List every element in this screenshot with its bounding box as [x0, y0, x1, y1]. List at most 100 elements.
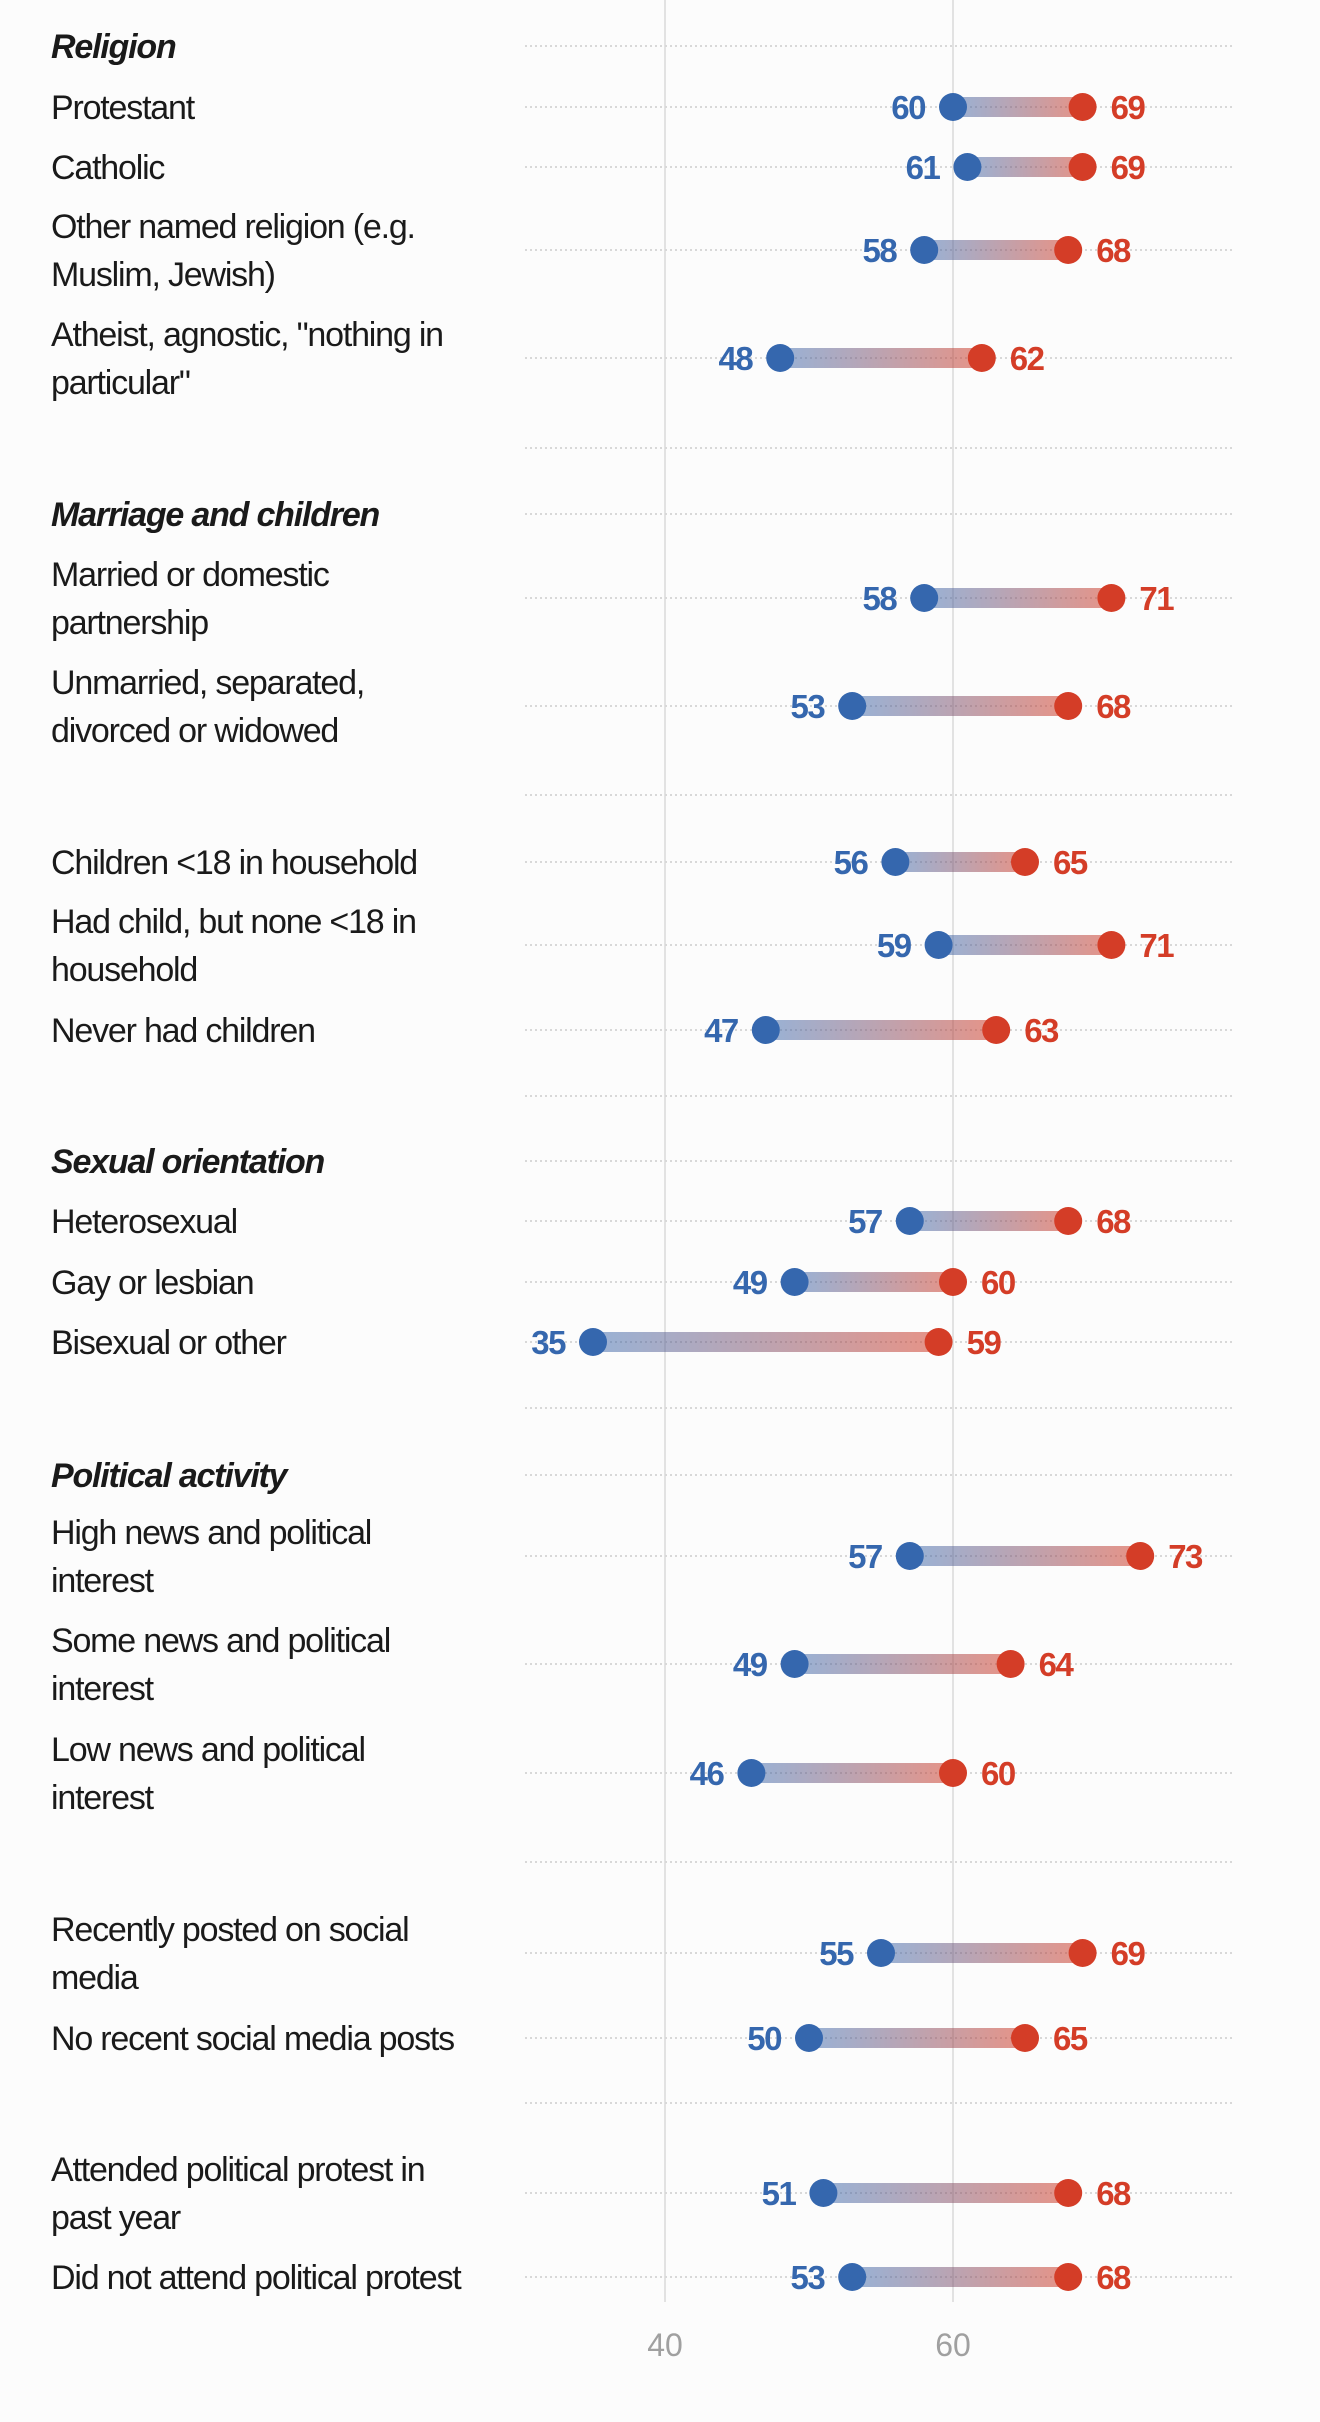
label-line: Low news and political	[51, 1731, 365, 1769]
high-value-label: 68	[1096, 2175, 1131, 2212]
data-row: Protestant 60 69	[51, 89, 1235, 127]
range-bar	[909, 1546, 1141, 1566]
label-line: Political activity	[51, 1457, 290, 1495]
data-row: Catholic 61 69	[51, 149, 1235, 187]
data-row: Low news and political interest 46 60	[51, 1731, 1235, 1817]
low-value-label: 59	[877, 927, 912, 964]
low-value-dot	[881, 848, 910, 876]
group-title: Political activity	[51, 1457, 290, 1495]
high-value-label: 68	[1096, 232, 1131, 269]
low-value-dot	[780, 1650, 809, 1678]
row-label: Did not attend political protest	[51, 2259, 462, 2297]
high-value-label: 64	[1039, 1646, 1075, 1683]
label-line: household	[51, 951, 197, 989]
high-value-label: 68	[1096, 1203, 1131, 1240]
high-value-label: 60	[981, 1264, 1015, 1301]
group-header: Political activity	[51, 1457, 1235, 1495]
range-bar	[881, 1943, 1083, 1963]
label-line: partnership	[51, 604, 208, 642]
row-label: No recent social media posts	[51, 2020, 454, 2058]
data-row: Heterosexual 57 68	[51, 1203, 1235, 1241]
label-line: Protestant	[51, 89, 196, 127]
group-title: Sexual orientation	[51, 1143, 325, 1181]
data-row: High news and political interest 57 73	[51, 1514, 1235, 1600]
high-value-dot	[1097, 584, 1126, 612]
range-bar	[852, 696, 1069, 716]
label-line: Muslim, Jewish)	[51, 256, 275, 294]
data-row: Had child, but none <18 in household 59 71	[51, 903, 1235, 989]
row-label: Children <18 in household	[51, 844, 417, 882]
range-bar	[794, 1654, 1011, 1674]
low-value-label: 53	[790, 2259, 825, 2296]
label-line: Had child, but none <18 in	[51, 903, 416, 941]
high-value-label: 60	[981, 1755, 1015, 1792]
label-line: No recent social media posts	[51, 2020, 454, 2058]
low-value-dot	[795, 2024, 823, 2052]
low-value-label: 53	[790, 688, 825, 725]
data-row: Unmarried, separated, divorced or widowed…	[51, 664, 1235, 750]
low-value-label: 57	[848, 1203, 882, 1240]
low-value-dot	[838, 692, 867, 720]
high-value-dot	[1011, 2024, 1039, 2052]
label-line: Atheist, agnostic, "nothing in	[51, 316, 443, 354]
low-value-label: 49	[733, 1264, 768, 1301]
row-label: Low news and political interest	[51, 1731, 365, 1817]
label-line: interest	[51, 1779, 155, 1817]
data-row: Other named religion (e.g. Muslim, Jewish…	[51, 208, 1235, 294]
row-label: Married or domestic partnership	[51, 556, 330, 642]
low-value-dot	[924, 931, 953, 959]
row-label: Recently posted on social media	[51, 1911, 408, 1997]
low-value-dot	[751, 1016, 780, 1044]
range-bar	[967, 157, 1083, 177]
row-label: Protestant	[51, 89, 196, 127]
label-line: Unmarried, separated,	[51, 664, 364, 702]
range-bar	[924, 588, 1112, 608]
low-value-label: 55	[819, 1935, 854, 1972]
group-header: Sexual orientation	[51, 1143, 1235, 1181]
x-tick-label: 40	[647, 2327, 683, 2363]
row-label: Some news and political interest	[51, 1622, 390, 1708]
low-value-label: 58	[862, 232, 897, 269]
group-header: Religion	[51, 28, 1235, 66]
range-bar	[938, 935, 1112, 955]
range-bar	[895, 852, 1025, 872]
high-value-dot	[1054, 2263, 1083, 2291]
label-line: media	[51, 1959, 139, 1997]
high-value-dot	[1054, 692, 1083, 720]
low-value-dot	[579, 1328, 607, 1356]
high-value-label: 68	[1096, 688, 1131, 725]
low-value-label: 56	[834, 844, 869, 881]
label-line: Sexual orientation	[51, 1143, 325, 1181]
high-value-label: 65	[1053, 844, 1088, 881]
high-value-dot	[1097, 931, 1126, 959]
data-row: No recent social media posts 50 65	[51, 2020, 1235, 2058]
label-line: divorced or widowed	[51, 712, 338, 750]
low-value-dot	[895, 1542, 924, 1570]
row-label: Atheist, agnostic, "nothing in particular…	[51, 316, 443, 402]
label-line: Heterosexual	[51, 1203, 237, 1241]
high-value-dot	[924, 1328, 953, 1356]
low-value-dot	[867, 1939, 895, 1967]
range-bar	[765, 1020, 997, 1040]
label-line: Attended political protest in	[51, 2151, 424, 2189]
range-bar	[794, 1272, 953, 1292]
low-value-dot	[910, 236, 939, 264]
high-value-label: 63	[1024, 1012, 1059, 1049]
low-value-label: 60	[891, 89, 925, 126]
low-value-label: 47	[704, 1012, 738, 1049]
data-row: Married or domestic partnership 58 71	[51, 556, 1235, 642]
x-tick-label: 60	[935, 2327, 971, 2363]
label-line: Gay or lesbian	[51, 1264, 253, 1302]
row-label: Catholic	[51, 149, 165, 187]
high-value-label: 65	[1053, 2020, 1088, 2057]
label-line: Bisexual or other	[51, 1324, 287, 1362]
high-value-label: 62	[1010, 340, 1045, 377]
low-value-label: 48	[718, 340, 753, 377]
label-line: Did not attend political protest	[51, 2259, 462, 2297]
label-line: interest	[51, 1562, 155, 1600]
low-value-dot	[766, 344, 795, 372]
high-value-dot	[1126, 1542, 1155, 1570]
low-value-dot	[838, 2263, 867, 2291]
high-value-label: 71	[1139, 927, 1174, 964]
low-value-label: 57	[848, 1538, 882, 1575]
